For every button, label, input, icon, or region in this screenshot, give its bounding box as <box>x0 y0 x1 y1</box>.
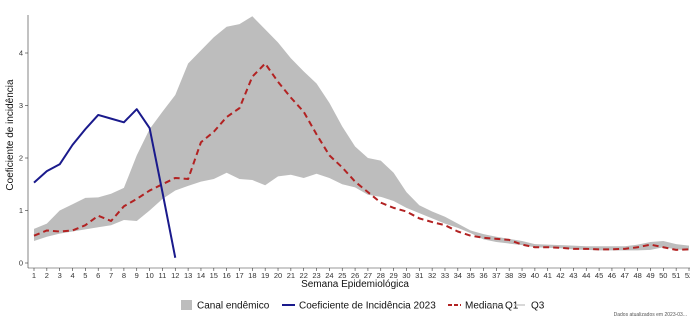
y-axis-title: Coeficiente de incidência <box>5 79 16 191</box>
endemic-channel-band <box>34 16 689 251</box>
axes <box>27 15 690 269</box>
x-tick-label: 23 <box>312 271 320 280</box>
x-tick-label: 16 <box>222 271 230 280</box>
legend-key-band <box>181 300 192 310</box>
x-tick-label: 26 <box>351 271 359 280</box>
x-tick-label: 41 <box>544 271 552 280</box>
legend: Canal endêmico Coeficiente de Incidência … <box>181 300 545 312</box>
x-tick-label: 42 <box>556 271 564 280</box>
x-tick-label: 4 <box>70 271 74 280</box>
y-tick-label: 4 <box>19 49 23 58</box>
legend-label: Canal endêmico <box>197 301 270 312</box>
x-tick-label: 43 <box>569 271 577 280</box>
x-tick-label: 39 <box>518 271 526 280</box>
x-tick-label: 13 <box>184 271 192 280</box>
legend-label: Mediana <box>465 301 504 312</box>
x-tick-label: 32 <box>428 271 436 280</box>
x-tick-label: 29 <box>389 271 397 280</box>
x-tick-label: 50 <box>659 271 667 280</box>
x-tick-label: 51 <box>672 271 680 280</box>
plot-area <box>33 16 690 258</box>
legend-label: Coeficiente de Incidência 2023 <box>299 301 436 312</box>
x-tick-label: 9 <box>135 271 139 280</box>
x-tick-label: 8 <box>122 271 126 280</box>
x-tick-label: 49 <box>646 271 654 280</box>
x-tick-label: 35 <box>466 271 474 280</box>
x-tick-label: 14 <box>197 271 205 280</box>
x-tick-label: 20 <box>274 271 282 280</box>
x-tick-label: 22 <box>300 271 308 280</box>
x-tick-label: 48 <box>633 271 641 280</box>
x-tick-label: 24 <box>325 271 333 280</box>
y-tick-label: 3 <box>19 101 23 110</box>
y-tick-label: 1 <box>19 206 23 215</box>
x-tick-label: 1 <box>32 271 36 280</box>
x-tick-label: 34 <box>454 271 462 280</box>
incidence-2023-line <box>33 108 177 258</box>
x-tick-label: 28 <box>377 271 385 280</box>
x-tick-label: 44 <box>582 271 590 280</box>
x-tick-label: 31 <box>415 271 423 280</box>
x-tick-label: 12 <box>171 271 179 280</box>
x-tick-label: 21 <box>287 271 295 280</box>
y-tick-label: 2 <box>19 154 23 163</box>
x-tick-label: 46 <box>608 271 616 280</box>
x-tick-label: 3 <box>58 271 62 280</box>
x-tick-label: 33 <box>441 271 449 280</box>
x-tick-label: 2 <box>45 271 49 280</box>
x-tick-label: 5 <box>83 271 87 280</box>
x-tick-label: 18 <box>248 271 256 280</box>
footnote: Dados atualizados em 2023-03... <box>614 312 687 318</box>
x-tick-label: 36 <box>479 271 487 280</box>
x-tick-label: 47 <box>621 271 629 280</box>
x-tick-label: 17 <box>235 271 243 280</box>
x-tick-label: 45 <box>595 271 603 280</box>
legend-label: Q3 <box>531 301 545 312</box>
x-tick-label: 25 <box>338 271 346 280</box>
x-tick-label: 37 <box>492 271 500 280</box>
x-tick-label: 52 <box>685 271 690 280</box>
legend-label: Q1 <box>505 301 519 312</box>
x-axis-title: Semana Epidemiológica <box>301 279 409 290</box>
x-tick-label: 6 <box>96 271 100 280</box>
x-tick-label: 10 <box>145 271 153 280</box>
x-tick-label: 27 <box>364 271 372 280</box>
x-tick-label: 30 <box>402 271 410 280</box>
x-tick-label: 11 <box>159 271 167 280</box>
x-tick-label: 40 <box>531 271 539 280</box>
median-line <box>33 62 690 251</box>
x-tick-label: 7 <box>109 271 113 280</box>
x-tick-label: 38 <box>505 271 513 280</box>
y-tick-label: 0 <box>19 259 23 268</box>
x-tick-label: 19 <box>261 271 269 280</box>
x-tick-label: 15 <box>210 271 218 280</box>
